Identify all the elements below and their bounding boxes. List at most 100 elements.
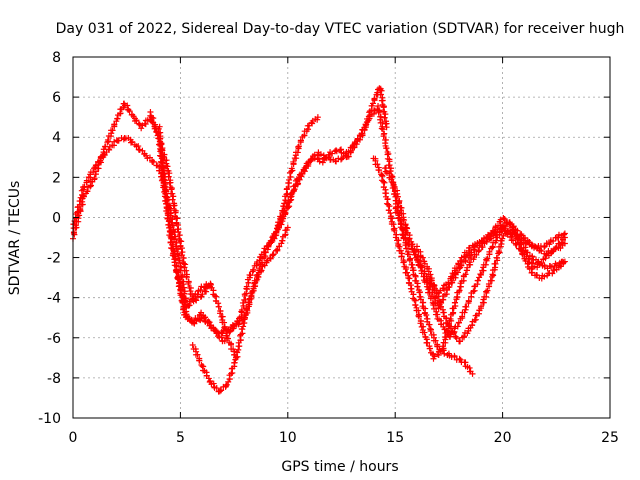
data-point [387, 210, 394, 217]
data-point [197, 287, 204, 294]
data-point [159, 166, 166, 173]
data-point [515, 233, 522, 240]
data-point [524, 249, 531, 256]
data-point [288, 191, 295, 198]
data-point [322, 154, 329, 161]
data-point [383, 145, 390, 152]
data-point [397, 221, 404, 228]
data-point [239, 299, 246, 306]
data-point [558, 232, 565, 239]
data-point [499, 235, 506, 242]
data-point [470, 288, 477, 295]
data-point [450, 329, 457, 336]
data-point [319, 159, 326, 166]
data-point [363, 121, 370, 128]
data-point [427, 328, 434, 335]
data-point [219, 330, 226, 337]
data-point [440, 309, 447, 316]
data-point [290, 158, 297, 165]
data-point [493, 232, 500, 239]
data-point [159, 147, 166, 154]
data-point [371, 95, 378, 102]
data-point [391, 183, 398, 190]
data-point [507, 220, 514, 227]
data-point [189, 342, 196, 349]
data-point [253, 277, 260, 284]
data-point [295, 143, 302, 150]
data-point [549, 270, 556, 277]
data-point [284, 190, 291, 197]
data-point [419, 264, 426, 271]
data-point [279, 237, 286, 244]
data-point [305, 159, 312, 166]
x-tick-label: 15 [386, 430, 404, 446]
data-point [237, 337, 244, 344]
data-point [160, 153, 167, 160]
data-point [458, 262, 465, 269]
y-axis-label: SDTVAR / TECUs [7, 181, 23, 296]
data-point [441, 326, 448, 333]
data-point [183, 274, 190, 281]
data-point [361, 127, 368, 134]
data-point [193, 297, 200, 304]
data-point [170, 202, 177, 209]
data-point [439, 343, 446, 350]
data-point [284, 224, 291, 231]
data-point [129, 138, 136, 145]
x-tick-label: 20 [494, 430, 512, 446]
data-point [421, 270, 428, 277]
data-point [382, 111, 389, 118]
data-point [135, 120, 142, 127]
data-point [510, 223, 517, 230]
data-point [501, 216, 508, 223]
y-tick-label: 0 [52, 210, 61, 226]
data-point [152, 125, 159, 132]
data-point [236, 320, 243, 327]
data-point [204, 319, 211, 326]
data-point [386, 162, 393, 169]
data-point [223, 381, 230, 388]
data-point [124, 102, 131, 109]
data-point [126, 108, 133, 115]
data-point [463, 303, 470, 310]
data-point [256, 265, 263, 272]
data-point [424, 339, 431, 346]
data-point [542, 255, 549, 262]
data-point [529, 269, 536, 276]
data-point [375, 102, 382, 109]
data-point [170, 193, 177, 200]
data-point [175, 283, 182, 290]
data-point [178, 238, 185, 245]
data-point [166, 179, 173, 186]
data-point [417, 320, 424, 327]
data-point [455, 319, 462, 326]
data-point [185, 280, 192, 287]
data-point [356, 136, 363, 143]
data-point [434, 343, 441, 350]
data-point [243, 283, 250, 290]
data-point [376, 167, 383, 174]
x-tick-label: 5 [176, 430, 185, 446]
y-tick-label: -8 [47, 371, 61, 387]
data-point [182, 261, 189, 268]
data-point [128, 139, 135, 146]
data-point [165, 173, 172, 180]
data-point [231, 359, 238, 366]
data-point [291, 186, 298, 193]
data-point [186, 315, 193, 322]
data-point [309, 155, 316, 162]
data-point [406, 257, 413, 264]
data-point [436, 301, 443, 308]
data-point [457, 258, 464, 265]
series-5 [189, 342, 240, 395]
data-point [90, 169, 97, 176]
data-point [417, 296, 424, 303]
data-point [461, 333, 468, 340]
data-point [169, 196, 176, 203]
data-point [316, 158, 323, 165]
data-point [548, 263, 555, 270]
data-point [435, 305, 442, 312]
data-point [474, 277, 481, 284]
data-point [522, 240, 529, 247]
data-point [333, 148, 340, 155]
